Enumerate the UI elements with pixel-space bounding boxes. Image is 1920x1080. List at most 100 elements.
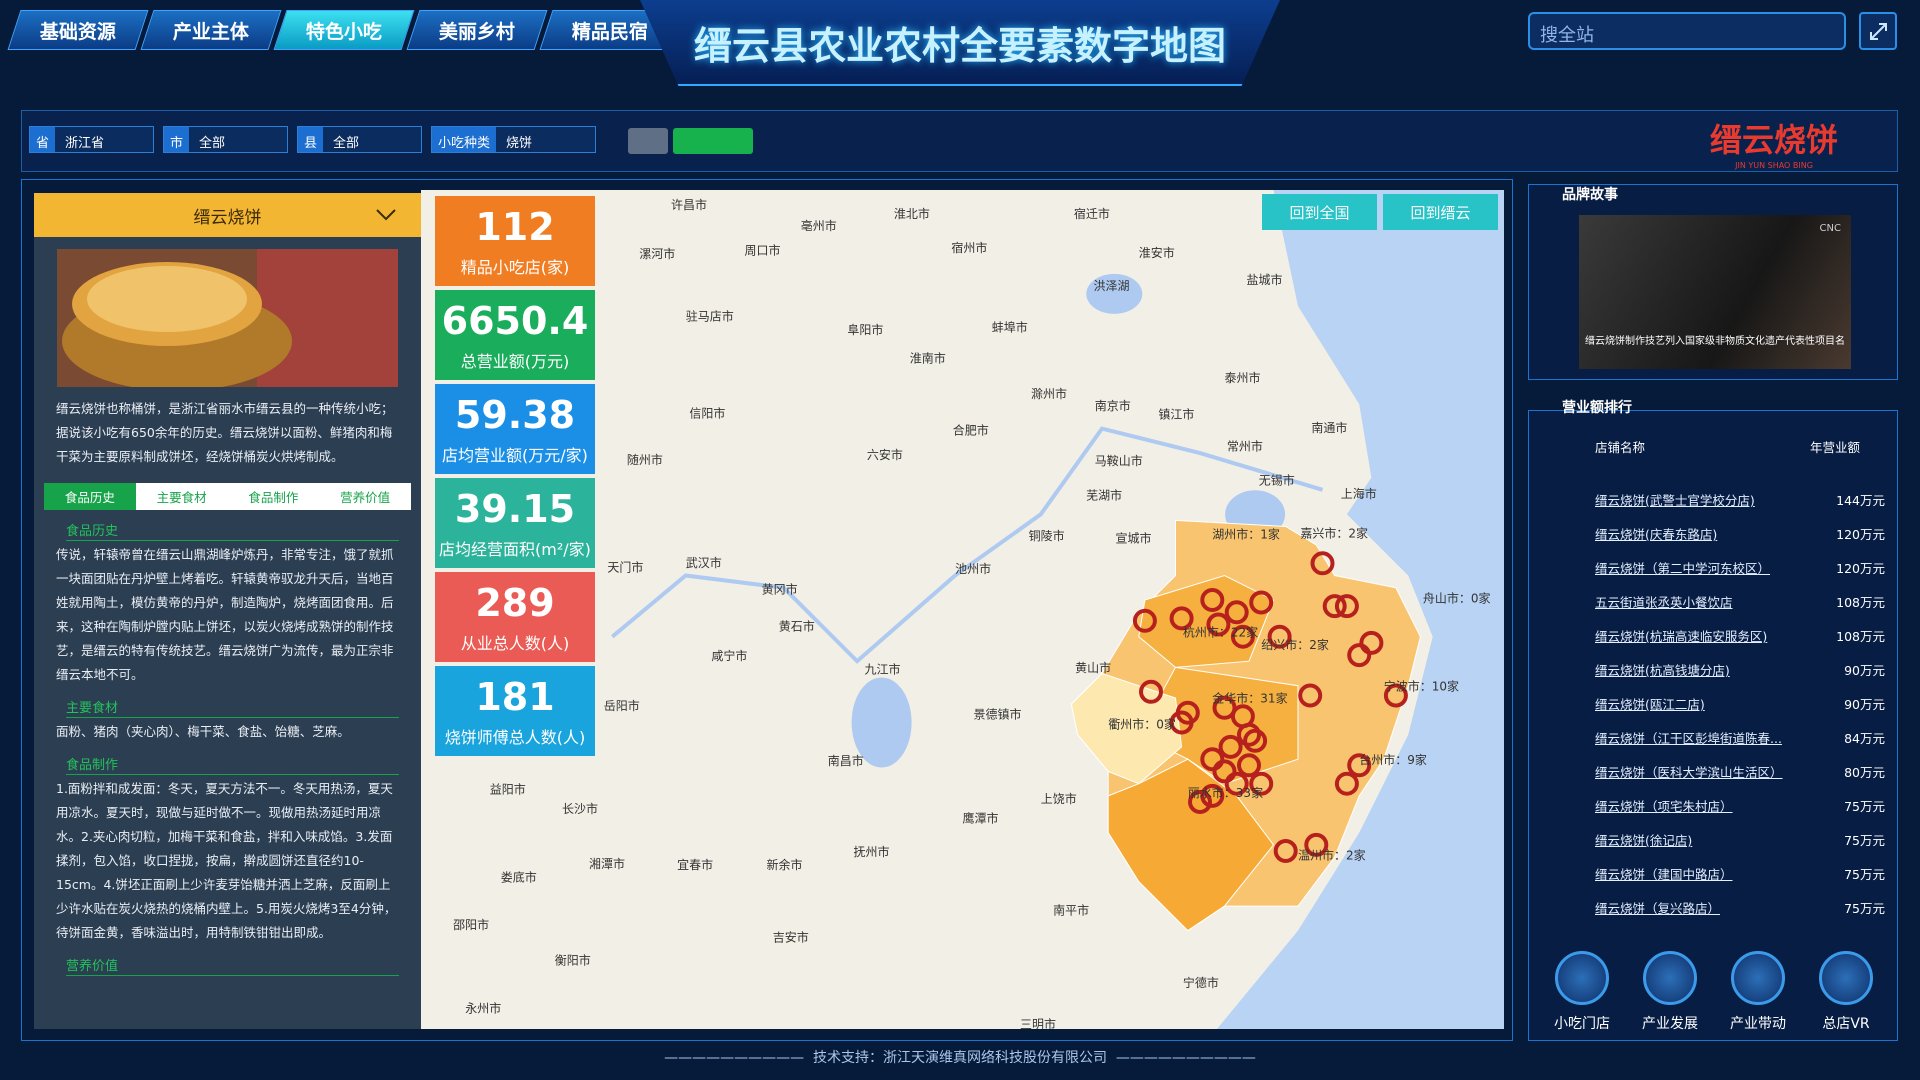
ranking-row[interactable]: 五云街道张丞英小餐饮店 108万元 [1595, 592, 1885, 611]
ranking-row[interactable]: 缙云烧饼（建国中路店） 75万元 [1595, 864, 1885, 883]
store-marker[interactable] [1200, 783, 1225, 808]
nav-tab[interactable]: 产业主体 [140, 10, 282, 50]
info-tab[interactable]: 营养价值 [340, 490, 391, 505]
store-marker[interactable] [1347, 643, 1372, 668]
city-label: 天门市 [607, 560, 643, 575]
city-label: 马鞍山市 [1095, 453, 1143, 468]
store-marker[interactable] [1200, 747, 1225, 772]
city-label: 宣城市 [1116, 530, 1152, 545]
city-label: 咸宁市 [711, 648, 747, 663]
store-marker[interactable] [1298, 683, 1323, 708]
revenue: 75万元 [1844, 901, 1885, 916]
info-tab[interactable]: 主要食材 [156, 490, 207, 505]
ranking-row[interactable]: 缙云烧饼(徐记店) 75万元 [1595, 830, 1885, 849]
store-marker[interactable] [1243, 728, 1268, 753]
filter-value: 烧饼 [506, 136, 533, 151]
nav-icon[interactable] [1731, 951, 1785, 1005]
map-button[interactable]: 回到缙云 [1383, 194, 1498, 230]
video[interactable]: CNC 缙云烧饼制作技艺列入国家级非物质文化遗产代表性项目名录 [1579, 215, 1851, 369]
ranking-row[interactable]: 缙云烧饼（项宅朱村店） 75万元 [1595, 796, 1885, 815]
ranking-row[interactable]: 缙云烧饼(瓯江二店) 90万元 [1595, 694, 1885, 713]
info-tab[interactable]: 食品历史 [44, 483, 136, 510]
store-marker[interactable] [1224, 600, 1249, 625]
stat-value: 6650.4 [441, 299, 589, 343]
nav-label: 产业带动 [1730, 1016, 1786, 1032]
shop-name: 缙云烧饼(瓯江二店) [1595, 697, 1705, 712]
store-marker[interactable] [1230, 624, 1255, 649]
map-button[interactable]: 回到全国 [1262, 194, 1377, 230]
dropdown[interactable]: 缙云烧饼 [34, 193, 421, 237]
ranking-row[interactable]: 缙云烧饼（第二中学河东校区） 120万元 [1595, 558, 1885, 577]
nav-icon[interactable] [1819, 951, 1873, 1005]
ranking-row[interactable]: 缙云烧饼(杭高钱塘分店) 90万元 [1595, 660, 1885, 679]
shop-name: 缙云烧饼(庆春东路店) [1595, 527, 1718, 542]
store-marker[interactable] [1359, 630, 1384, 655]
store-marker[interactable] [1218, 734, 1243, 759]
city-label: 滁州市 [1031, 386, 1067, 401]
nav-tab[interactable]: 基础资源 [7, 10, 149, 50]
search-button[interactable] [673, 128, 753, 154]
shop-name: 缙云烧饼（第二中学河东校区） [1595, 561, 1771, 576]
city-label: 随州市 [627, 452, 663, 467]
stat-card: 39.15 店均经营面积(m²/家) [435, 478, 595, 568]
store-marker[interactable] [1334, 771, 1359, 796]
store-marker[interactable] [1322, 594, 1347, 619]
reset-button[interactable] [628, 128, 668, 154]
store-marker[interactable] [1200, 588, 1225, 612]
filter[interactable]: 省浙江省 [29, 126, 154, 153]
shop-name: 缙云烧饼（建国中路店） [1595, 867, 1733, 882]
store-marker[interactable] [1169, 606, 1194, 631]
fullscreen-button[interactable] [1859, 12, 1897, 50]
store-marker[interactable] [1267, 624, 1292, 649]
store-marker[interactable] [1310, 551, 1335, 576]
store-marker[interactable] [1188, 790, 1212, 814]
store-marker[interactable] [1237, 753, 1261, 778]
ranking-row[interactable]: 缙云烧饼（复兴路店） 75万元 [1595, 898, 1885, 917]
shop-name: 缙云烧饼（项宅朱村店） [1595, 799, 1733, 814]
ranking-row[interactable]: 缙云烧饼(武警士官学校分店) 144万元 [1595, 490, 1885, 509]
store-marker[interactable] [1212, 759, 1237, 784]
region-label: 舟山市：0家 [1423, 590, 1491, 605]
ranking-row[interactable]: 缙云烧饼（医科大学滨山生活区） 80万元 [1595, 762, 1885, 781]
filter[interactable]: 小吃种类 烧饼 [431, 126, 596, 153]
filter[interactable]: 县全部 [297, 126, 422, 153]
filter-value: 浙江省 [65, 136, 105, 151]
nav-icon[interactable] [1643, 951, 1697, 1005]
shop-name: 缙云烧饼（复兴路店） [1595, 901, 1721, 916]
section-text: 面粉、猪肉（夹心肉）、梅干菜、食盐、饴糖、芝麻。 [56, 724, 350, 739]
store-marker[interactable] [1334, 594, 1359, 619]
footer-text: 技术支持：浙江天演维真网络科技股份有限公司 [813, 1050, 1107, 1066]
footer: —————————— 技术支持：浙江天演维真网络科技股份有限公司 ———————… [664, 1050, 1256, 1066]
store-marker[interactable] [1139, 679, 1163, 704]
store-marker[interactable] [1237, 722, 1261, 747]
store-marker[interactable] [1224, 771, 1249, 796]
info-tab[interactable]: 食品制作 [248, 490, 299, 505]
city-label: 无锡市 [1259, 473, 1295, 488]
ranking-row[interactable]: 缙云烧饼(庆春东路店) 120万元 [1595, 524, 1885, 543]
store-marker[interactable] [1347, 753, 1372, 778]
nav-tab[interactable]: 特色小吃 [273, 10, 415, 50]
store-marker[interactable] [1132, 608, 1157, 633]
page-title: 缙云县农业农村全要素数字地图 [640, 0, 1280, 86]
store-marker[interactable] [1249, 771, 1274, 796]
store-marker[interactable] [1169, 710, 1194, 735]
ranking-row[interactable]: 缙云烧饼(杭瑞高速临安服务区) 108万元 [1595, 626, 1885, 645]
city-label: 淮南市 [910, 350, 946, 365]
dropdown-text: 缙云烧饼 [193, 207, 262, 228]
stat-label: 店均经营面积(m²/家) [439, 540, 591, 559]
nav-tab[interactable]: 美丽乡村 [406, 10, 548, 50]
city-label: 邵阳市 [453, 917, 489, 932]
store-marker[interactable] [1383, 683, 1408, 708]
search-box[interactable]: 搜全站 [1528, 12, 1846, 50]
store-marker[interactable] [1249, 590, 1274, 615]
store-marker[interactable] [1273, 839, 1298, 863]
shop-name: 缙云烧饼(徐记店) [1595, 833, 1693, 848]
column-header: 店铺名称 [1595, 440, 1646, 455]
store-marker[interactable] [1206, 612, 1231, 637]
nav-icon[interactable] [1555, 951, 1609, 1005]
filter[interactable]: 市全部 [163, 126, 288, 153]
city-label: 永州市 [465, 1001, 501, 1016]
ranking-row[interactable]: 缙云烧饼（江干区彭埠街道陈春... 84万元 [1595, 728, 1885, 747]
city-label: 蚌埠市 [992, 320, 1028, 335]
store-marker[interactable] [1304, 832, 1329, 857]
